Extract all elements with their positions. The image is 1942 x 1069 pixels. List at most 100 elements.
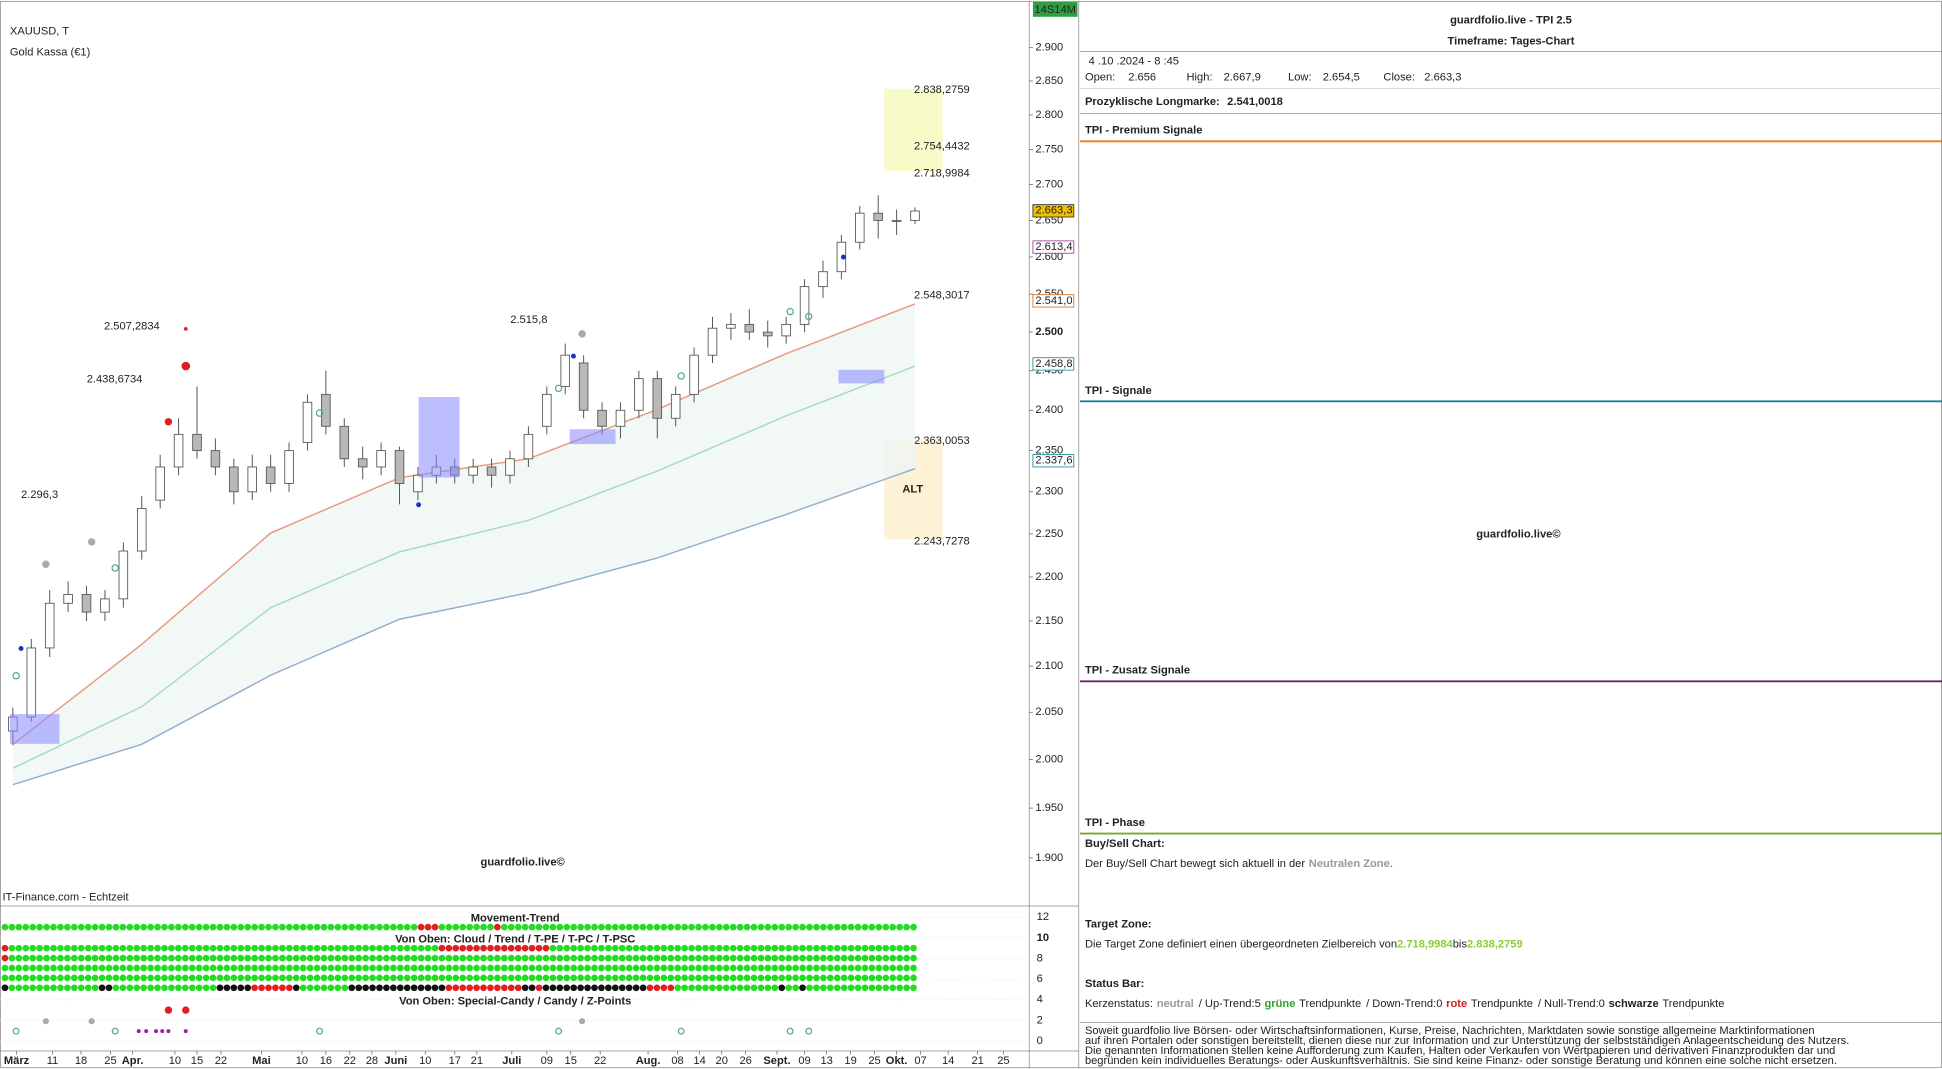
trend-dot: [459, 954, 467, 962]
trend-dot: [507, 923, 515, 931]
trend-dot: [736, 954, 744, 962]
trend-dot: [341, 954, 349, 962]
timer: 14S14M: [1035, 4, 1076, 16]
trend-dot: [376, 944, 383, 952]
y-tick-label: 2.100: [1035, 660, 1063, 672]
z-point: [12, 1027, 20, 1035]
ohlc-value: 2.654,5: [1323, 71, 1360, 83]
trend-dot: [279, 964, 286, 972]
trend-dot: [15, 954, 23, 962]
candle-body: [726, 323, 736, 329]
trend-dot: [750, 944, 758, 952]
trend-dot: [285, 964, 293, 972]
trend-dot: [854, 923, 862, 931]
trend-dot: [320, 923, 328, 931]
trend-dot: [868, 974, 876, 982]
trend-dot: [417, 964, 425, 972]
trend-dot: [70, 923, 78, 931]
trend-dot: [903, 923, 910, 931]
trend-dot: [688, 974, 695, 982]
trend-dot: [237, 964, 245, 972]
trend-dot: [195, 984, 203, 992]
trend-dot: [244, 984, 252, 992]
trend-dot: [736, 974, 744, 982]
trend-dot: [84, 984, 92, 992]
trend-dot: [64, 944, 71, 952]
trend-dot: [459, 944, 467, 952]
trend-dot: [653, 964, 661, 972]
trend-dot: [299, 944, 307, 952]
trend-dot: [820, 944, 827, 952]
trend-dot: [764, 944, 772, 952]
trend-dot: [577, 923, 584, 931]
trend-dot: [528, 923, 536, 931]
trend-dot: [722, 984, 730, 992]
trend-dot: [743, 964, 751, 972]
trend-dot: [556, 923, 564, 931]
status-title: Status Bar:: [1085, 978, 1144, 990]
trend-dot: [154, 964, 161, 972]
trend-dot: [369, 974, 376, 982]
trend-dot: [806, 974, 813, 982]
trend-dot: [799, 984, 806, 992]
trend-dot: [792, 964, 799, 972]
trend-dot: [618, 944, 626, 952]
trend-dot: [889, 974, 897, 982]
trend-dot: [792, 923, 799, 931]
trend-dot: [161, 923, 168, 931]
trend-dot: [646, 944, 654, 952]
trend-dot: [265, 974, 272, 982]
trend-dot: [868, 944, 876, 952]
trend-dot: [715, 923, 723, 931]
price-label: 2.515,8: [510, 314, 547, 326]
trend-dot: [910, 964, 917, 972]
candle-body: [891, 219, 902, 222]
trend-dot: [355, 984, 363, 992]
trend-dot: [764, 954, 772, 962]
indicator-title: Movement-Trend: [471, 912, 560, 924]
trend-dot: [605, 954, 612, 962]
trend-dot: [549, 923, 557, 931]
trend-dot: [279, 984, 286, 992]
trend-dot: [813, 974, 820, 982]
y-tick-label: 2.200: [1035, 571, 1063, 583]
trend-dot: [258, 984, 265, 992]
trend-dot: [840, 984, 848, 992]
trend-dot: [618, 964, 626, 972]
trend-dot: [445, 964, 453, 972]
trend-dot: [209, 944, 217, 952]
trend-dot: [105, 974, 113, 982]
trend-dot: [514, 954, 522, 962]
trend-dot: [265, 984, 272, 992]
disclaimer: Soweit guardfolio live Börsen- oder Wirt…: [1085, 1025, 1815, 1037]
trend-dot: [494, 984, 501, 992]
trend-dot: [833, 964, 841, 972]
trend-dot: [369, 954, 376, 962]
indicator-tick-label: 8: [1037, 952, 1043, 964]
candle-body: [707, 327, 718, 356]
trend-dot: [514, 923, 522, 931]
moving-average: [12, 365, 916, 769]
trend-dot: [840, 974, 848, 982]
trend-dot: [306, 984, 314, 992]
trend-dot: [334, 954, 342, 962]
trend-dot: [64, 984, 71, 992]
trend-dot: [757, 944, 765, 952]
trend-dot: [813, 984, 820, 992]
trend-dot: [292, 964, 300, 972]
trend-dot: [77, 974, 85, 982]
trend-dot: [91, 954, 99, 962]
text: / Up-Trend:5: [1199, 998, 1261, 1010]
trend-dot: [452, 964, 460, 972]
trend-dot: [605, 944, 612, 952]
trend-dot: [521, 944, 529, 952]
trend-dot: [306, 974, 314, 982]
trend-dot: [98, 974, 106, 982]
x-tick-label: 13: [820, 1055, 832, 1067]
trend-dot: [417, 984, 425, 992]
trend-dot: [452, 923, 460, 931]
trend-dot: [91, 923, 99, 931]
trend-dot: [133, 984, 141, 992]
trend-dot: [632, 954, 640, 962]
